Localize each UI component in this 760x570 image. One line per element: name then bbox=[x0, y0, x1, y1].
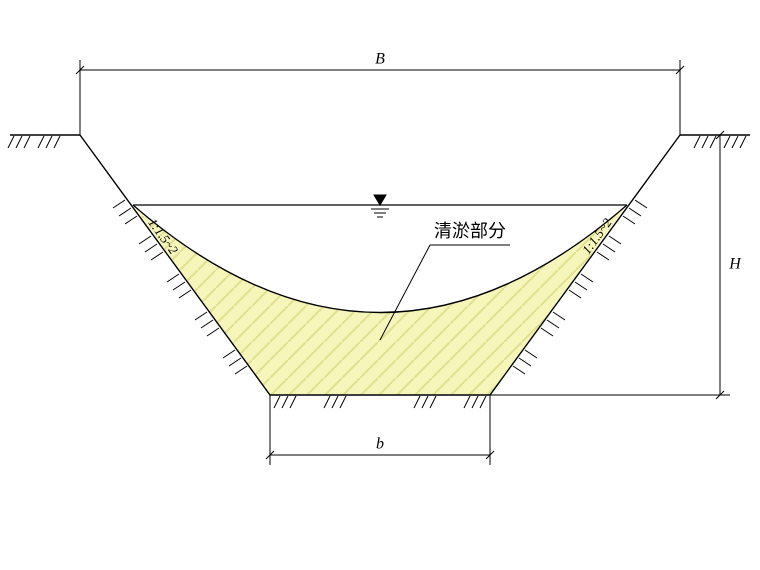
dimension-bottom-label: b bbox=[376, 436, 384, 453]
hatch-bottom bbox=[274, 396, 486, 408]
hatch-top-left bbox=[8, 136, 60, 148]
callout-label: 清淤部分 bbox=[434, 221, 506, 241]
water-level-symbol bbox=[371, 195, 389, 217]
cross-section-diagram: B b H 1:1.5~2 1:1.5~2 清淤部分 bbox=[0, 0, 760, 570]
dimension-bottom bbox=[266, 395, 494, 465]
dredge-fill bbox=[133, 205, 627, 395]
dimension-top-label: B bbox=[375, 51, 385, 68]
dimension-right bbox=[490, 131, 730, 399]
dimension-top bbox=[76, 60, 684, 135]
dimension-right-label: H bbox=[728, 256, 742, 273]
